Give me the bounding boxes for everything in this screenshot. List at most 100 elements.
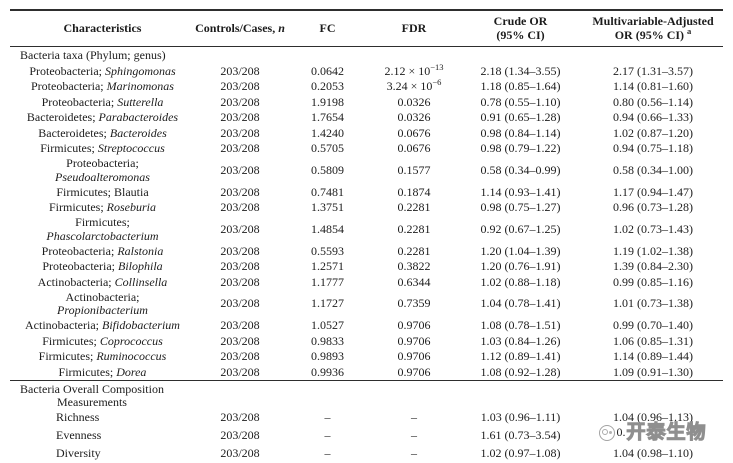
cell-controls-cases: 203/208 <box>220 318 260 332</box>
cell-adjusted-or: 0. 开泰生物 <box>583 420 723 447</box>
cell-characteristics: Richness <box>56 410 100 424</box>
cell-controls-cases: 203/208 <box>220 274 260 289</box>
col-header-fdr: FDR <box>401 21 427 35</box>
cell-adjusted-or: 1.17 (0.94–1.47) <box>613 184 693 199</box>
cell-fc: 1.2571 <box>311 259 344 273</box>
genus-label: Pseudoalteromonas <box>10 169 195 185</box>
cell-controls-cases: 203/208 <box>220 259 260 273</box>
phylum-label: Bacteroidetes; <box>26 110 99 124</box>
italic-n: n <box>278 21 285 35</box>
table-row: Proteobacteria; Sphingomonas 203/208 0.064… <box>10 61 723 80</box>
cell-controls-cases: 203/208 <box>220 243 260 258</box>
genus-name: Bilophila <box>117 259 163 273</box>
genus-name: Dorea <box>116 364 147 379</box>
phylum-label: Proteobacteria; <box>31 79 107 93</box>
cell-adjusted-or: 0.94 (0.75–1.18) <box>613 141 693 155</box>
table-row: Firmicutes; Coprococcus 203/208 0.9833 0.97… <box>10 334 723 350</box>
genus-name: Phascolarctobacterium <box>46 228 159 243</box>
phylum-label: Proteobacteria; <box>41 243 118 258</box>
footnote-marker: a <box>687 26 692 36</box>
phylum-label: Firmicutes; <box>56 184 114 199</box>
phylum-label: Firmicutes; <box>40 141 98 155</box>
cell-fdr: 0.7359 <box>397 296 431 311</box>
cell-crude-or: 1.04 (0.78–1.41) <box>480 296 561 311</box>
genus-name: Pseudoalteromonas <box>55 169 150 184</box>
cell-adjusted-or: 0.96 (0.73–1.28) <box>613 200 693 214</box>
table-row: Proteobacteria; Marinomonas 203/208 0.2053… <box>10 78 723 95</box>
cell-controls-cases: 203/208 <box>220 410 260 424</box>
cell-controls-cases: 203/208 <box>220 63 260 78</box>
cell-controls-cases: 203/208 <box>220 428 260 442</box>
cell-characteristics: Firmicutes; Roseburia <box>10 200 195 216</box>
cell-crude-or: 0.98 (0.84–1.14) <box>480 125 561 140</box>
cell-fdr: 0.1577 <box>397 162 431 177</box>
table-row: Actinobacteria; Bifidobacterium 203/208 1.… <box>10 318 723 334</box>
watermark-text: 开泰生物 <box>626 420 707 443</box>
cell-crude-or: 1.02 (0.97–1.08) <box>480 446 561 460</box>
cell-adjusted-or: 1.14 (0.89–1.44) <box>613 349 693 363</box>
cell-fdr: 0.3822 <box>397 259 431 273</box>
cell-fdr: 0.2281 <box>397 221 431 236</box>
cell-characteristics: Firmicutes; Streptococcus <box>10 141 195 157</box>
cell-characteristics: Actinobacteria; Bifidobacterium <box>10 318 195 334</box>
table-row: Proteobacteria; Bilophila 203/208 1.2571 0.… <box>10 259 723 275</box>
cell-controls-cases: 203/208 <box>220 125 260 140</box>
cell-fdr: – <box>411 428 417 442</box>
phylum-label: Proteobacteria; <box>41 94 118 109</box>
phylum-label: Proteobacteria; <box>29 63 105 78</box>
cell-controls-cases: 203/208 <box>220 296 260 311</box>
phylum-label: Firmicutes; <box>58 364 117 379</box>
cell-controls-cases: 203/208 <box>220 333 260 348</box>
cell-characteristics: Proteobacteria; Pseudoalteromonas <box>10 156 195 185</box>
table-row: Firmicutes; Phascolarctobacterium 203/208 1… <box>10 215 723 244</box>
cell-crude-or: 1.61 (0.73–3.54) <box>480 428 561 442</box>
cell-characteristics: Diversity <box>56 446 101 460</box>
phylum-label: Proteobacteria; <box>42 259 118 273</box>
section-label-line: Bacteria taxa (Phylum; genus) <box>20 48 166 62</box>
col-header-adjusted-or: Multivariable-Adjusted OR (95% CI) a <box>592 14 714 42</box>
results-table: Characteristics Controls/Cases, n FC FDR… <box>10 9 723 463</box>
cell-fc: 1.3751 <box>311 200 344 214</box>
genus-name: Bifidobacterium <box>101 318 180 332</box>
table-row: Proteobacteria; Sutterella 203/208 1.9198 0… <box>10 95 723 111</box>
phylum-label: Actinobacteria; <box>65 289 140 304</box>
table-row: Firmicutes; Ruminococcus 203/208 0.9893 0.9… <box>10 349 723 365</box>
cell-adjusted-or: 1.02 (0.87–1.20) <box>613 125 693 140</box>
cell-fc: 0.0642 <box>311 63 344 78</box>
table-row: Richness 203/208 – – 1.03 (0.96–1.11) 1.04 (0… <box>10 410 723 426</box>
cell-crude-or: 1.08 (0.92–1.28) <box>480 364 561 379</box>
cell-fc: 1.0527 <box>311 318 344 332</box>
phylum-label: Proteobacteria; <box>66 156 139 170</box>
cell-characteristics: Firmicutes; Coprococcus <box>10 334 195 350</box>
cell-fc: 1.1727 <box>311 296 344 311</box>
cell-controls-cases: 203/208 <box>220 110 260 124</box>
col-header-crude-or: Crude OR (95% CI) <box>493 14 548 42</box>
cell-crude-or: 0.58 (0.34–0.99) <box>480 162 561 177</box>
cell-crude-or: 1.03 (0.84–1.26) <box>480 333 561 348</box>
cell-fc: 1.9198 <box>311 94 344 109</box>
table-body-taxa: Bacteria taxa (Phylum; genus) Proteobacte… <box>10 47 723 380</box>
section-label-line: Measurements <box>57 395 127 409</box>
table-row: Proteobacteria; Pseudoalteromonas 203/208 0… <box>10 156 723 185</box>
cell-adjusted-or: 0.58 (0.34–1.00) <box>613 162 693 177</box>
col-header-fc: FC <box>319 21 336 35</box>
table-row: Firmicutes; Streptococcus 203/208 0.5705 0.… <box>10 141 723 157</box>
cell-fdr: 0.2281 <box>397 243 431 258</box>
cell-fc: 0.9893 <box>311 349 344 363</box>
section-row: Bacteria taxa (Phylum; genus) <box>10 48 723 64</box>
cell-fdr: – <box>411 446 417 460</box>
section-label-line: Bacteria Overall Composition <box>20 381 164 396</box>
cell-fc: 0.7481 <box>311 184 344 199</box>
cell-controls-cases: 203/208 <box>220 79 260 93</box>
cell-adjusted-or: 1.19 (1.02–1.38) <box>613 243 693 258</box>
cell-fdr: 0.1874 <box>397 184 431 199</box>
cell-fdr: – <box>411 410 417 424</box>
phylum-label: Firmicutes; <box>75 215 130 229</box>
cell-fdr: 2.12 × 10−13 <box>384 61 444 78</box>
cell-fdr: 0.0326 <box>397 94 431 109</box>
cell-crude-or: 1.18 (0.85–1.64) <box>480 79 561 93</box>
cell-fdr: 0.2281 <box>397 200 431 214</box>
table-row: Firmicutes; Blautia 203/208 0.7481 0.1874 1.… <box>10 185 723 201</box>
cell-characteristics: Actinobacteria; Collinsella <box>10 275 195 291</box>
